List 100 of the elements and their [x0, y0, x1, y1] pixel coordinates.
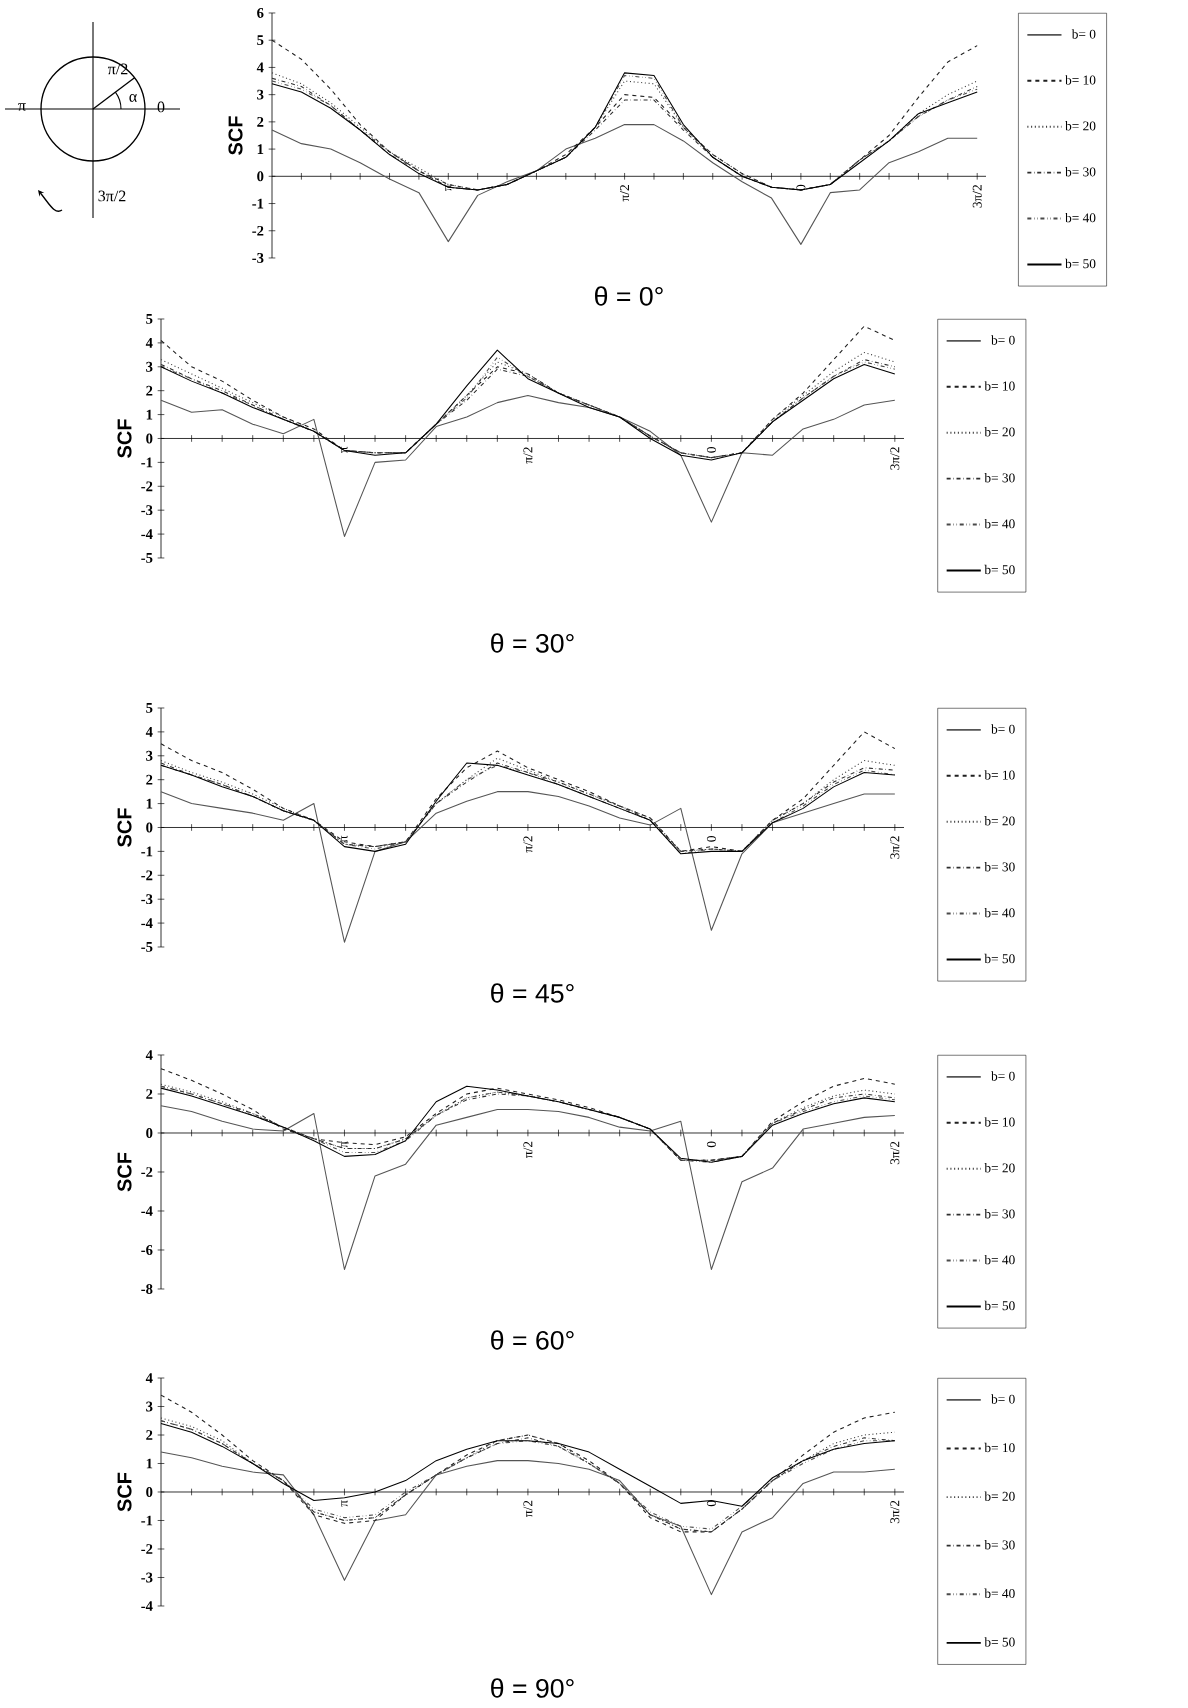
y-tick-label: 6 [257, 8, 264, 18]
x-tick-label: π [341, 1141, 348, 1148]
legend-label: b= 0 [991, 724, 1015, 734]
text: θ = 0° [595, 286, 663, 306]
legend-label: b= 30 [984, 473, 1015, 483]
x-tick-label: π/2 [523, 836, 533, 853]
y-tick-label: 3 [146, 1401, 153, 1412]
y-tick-label: 4 [145, 1373, 153, 1383]
x-tick-label: 0 [706, 1500, 716, 1507]
x-tick-label: 3π/2 [890, 836, 900, 859]
x-tick-label: 3π/2 [890, 447, 900, 470]
y-tick-label: 1 [146, 409, 153, 420]
legend-label: b= 30 [984, 1540, 1015, 1550]
x-tick-label: 0 [706, 1141, 716, 1148]
text: θ = 45° [491, 983, 574, 1003]
y-axis-title: SCF [228, 116, 243, 155]
y-tick-label: -5 [141, 553, 153, 563]
y-tick-label: 4 [145, 727, 153, 737]
y-tick-label: -1 [252, 198, 264, 209]
y-axis-title: SCF [117, 1152, 132, 1192]
legend-label: b= 20 [1065, 121, 1096, 131]
text: θ = 90° [491, 1678, 574, 1698]
text: θ = 60° [491, 1330, 574, 1350]
y-tick-label: 1 [257, 144, 264, 154]
legend-label: b= 10 [984, 381, 1015, 391]
y-tick-label: 3 [146, 361, 153, 372]
legend-label: b= 40 [984, 1588, 1015, 1598]
text: θ = 30° [491, 633, 574, 653]
legend-label: b= 30 [984, 862, 1015, 872]
legend-label: b= 40 [984, 1254, 1015, 1265]
legend-label: b= 40 [984, 907, 1015, 918]
y-tick-label: 0 [146, 1128, 153, 1138]
y-tick-label: -2 [141, 1544, 153, 1554]
legend-label: b= 30 [984, 1208, 1015, 1219]
y-tick-label: -5 [141, 942, 153, 952]
text: π/2 [107, 63, 128, 75]
legend-label: b= 0 [991, 1071, 1015, 1081]
legend-label: b= 20 [984, 1491, 1015, 1501]
legend-label: b= 10 [984, 1442, 1015, 1453]
y-axis-title: SCF [117, 1472, 132, 1512]
legend-label: b= 10 [984, 770, 1015, 780]
y-tick-label: 5 [146, 314, 153, 324]
legend-label: b= 10 [984, 1117, 1015, 1127]
y-tick-label: 2 [146, 1089, 153, 1099]
y-tick-label: 3 [257, 89, 264, 100]
x-tick-label: 0 [706, 447, 716, 453]
x-tick-label: 3π/2 [890, 1500, 900, 1524]
y-tick-label: -4 [141, 918, 153, 928]
y-tick-label: 1 [146, 798, 153, 809]
y-tick-label: 2 [257, 117, 264, 127]
text: π [18, 103, 26, 111]
legend-label: b= 50 [984, 953, 1015, 964]
y-tick-label: -4 [141, 1206, 153, 1216]
legend-label: b= 0 [991, 1394, 1015, 1404]
legend-label: b= 40 [1065, 212, 1096, 223]
y-tick-label: -1 [141, 1515, 153, 1526]
y-tick-label: -2 [141, 870, 153, 881]
y-tick-label: -2 [141, 481, 153, 492]
y-tick-label: 4 [145, 1050, 153, 1060]
legend-label: b= 20 [984, 427, 1015, 437]
y-tick-label: -8 [141, 1284, 153, 1294]
y-tick-label: 0 [257, 171, 264, 182]
y-tick-label: -6 [141, 1245, 153, 1255]
y-tick-label: 2 [146, 385, 153, 396]
y-tick-label: 3 [146, 750, 153, 761]
y-tick-label: 5 [146, 703, 153, 713]
legend-label: b= 30 [1065, 166, 1096, 177]
y-axis-title: SCF [117, 808, 132, 847]
text: 0 [157, 101, 165, 113]
x-tick-label: π/2 [523, 1500, 533, 1517]
y-tick-label: 0 [146, 822, 153, 833]
x-tick-label: 3π/2 [890, 1141, 900, 1165]
y-tick-label: -3 [141, 1572, 153, 1583]
y-tick-label: 4 [145, 338, 153, 348]
legend-label: b= 50 [984, 1637, 1015, 1647]
y-tick-label: -4 [141, 529, 153, 539]
text: α [129, 94, 137, 102]
y-tick-label: -2 [252, 225, 264, 236]
legend-label: b= 0 [991, 335, 1015, 345]
legend-label: b= 50 [984, 1300, 1015, 1311]
x-tick-label: π [341, 835, 348, 843]
y-tick-label: -2 [141, 1167, 153, 1177]
y-tick-label: -4 [141, 1601, 153, 1611]
x-tick-label: π [341, 1500, 348, 1507]
x-tick-label: 0 [706, 836, 716, 842]
x-tick-label: π/2 [523, 447, 533, 464]
y-tick-label: -3 [252, 253, 264, 263]
y-tick-label: 2 [146, 1430, 153, 1440]
y-tick-label: -3 [141, 894, 153, 905]
y-tick-label: 1 [146, 1458, 153, 1469]
legend-label: b= 50 [1065, 258, 1096, 269]
y-tick-label: 0 [146, 1487, 153, 1497]
y-axis-title: SCF [117, 419, 132, 458]
legend-label: b= 50 [984, 564, 1015, 575]
legend-label: b= 0 [1071, 29, 1096, 39]
y-tick-label: -1 [141, 457, 153, 468]
y-tick-label: 0 [146, 433, 153, 444]
y-tick-label: 2 [146, 774, 153, 785]
x-tick-label: π/2 [620, 185, 630, 202]
legend-label: b= 20 [984, 1163, 1015, 1173]
